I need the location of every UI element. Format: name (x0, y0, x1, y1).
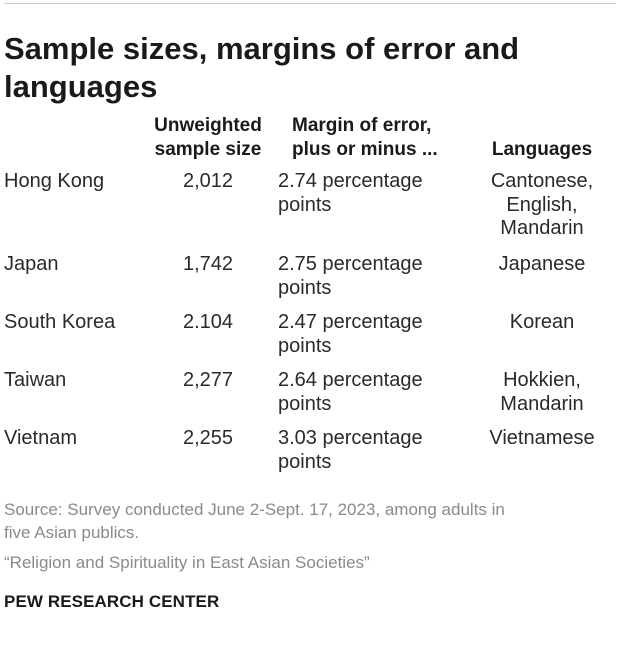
source-line1: Source: Survey conducted June 2-Sept. 17… (4, 500, 505, 519)
row-moe-line1: 2.64 percentage (278, 369, 423, 391)
header-sample-size-line1: Unweighted (154, 115, 262, 136)
row-language: Mandarin (500, 217, 584, 239)
page-title: Sample sizes, margins of error and langu… (4, 31, 520, 104)
row-languages: Korean (472, 311, 612, 335)
row-moe-line1: 3.03 percentage (278, 427, 423, 449)
row-language: Mandarin (500, 392, 584, 415)
source-note: Source: Survey conducted June 2-Sept. 17… (4, 498, 604, 544)
row-sample-size: 2.104 (182, 311, 234, 333)
row-name: Vietnam (4, 427, 78, 449)
row-language: Japanese (498, 253, 586, 275)
table-row: Hong Kong 2,012 2.74 percentage points C… (0, 170, 620, 253)
org-logo-text: PEW RESEARCH CENTER (4, 592, 220, 611)
row-languages: Hokkien, Mandarin (472, 369, 612, 416)
row-languages: Cantonese, English, Mandarin (472, 170, 612, 241)
header-moe-line1: Margin of error, (292, 115, 432, 136)
header-sample-size-line2: sample size (154, 138, 262, 160)
row-margin-of-error: 2.47 percentage points (278, 311, 468, 358)
row-languages: Japanese (472, 253, 612, 277)
table-header-row: Unweighted sample size Margin of error, … (0, 114, 620, 164)
header-languages: Languages (491, 139, 593, 160)
header-moe-line2: plus or minus ... (292, 138, 438, 160)
row-margin-of-error: 2.75 percentage points (278, 253, 468, 300)
row-moe-line1: 2.75 percentage (278, 253, 423, 275)
report-title: “Religion and Spirituality in East Asian… (4, 553, 370, 572)
table-row: Japan 1,742 2.75 percentage points Japan… (0, 253, 620, 311)
row-moe-line2: points (278, 334, 332, 357)
top-divider (4, 3, 616, 4)
row-name: South Korea (4, 311, 116, 333)
row-margin-of-error: 2.64 percentage points (278, 369, 468, 416)
row-moe-line2: points (278, 276, 332, 299)
header-margin-of-error: Margin of error, plus or minus ... (292, 114, 472, 161)
row-moe-line2: points (278, 392, 332, 415)
row-moe-line2: points (278, 193, 332, 216)
row-moe-line1: 2.74 percentage (278, 170, 423, 192)
table-row: Vietnam 2,255 3.03 percentage points Vie… (0, 427, 620, 485)
row-languages: Vietnamese (472, 427, 612, 451)
row-language: English, (506, 193, 578, 216)
row-language: Vietnamese (489, 427, 595, 449)
sample-table: Unweighted sample size Margin of error, … (0, 114, 620, 485)
row-sample-size: 2,012 (182, 170, 234, 192)
row-sample-size: 2,255 (182, 427, 234, 449)
row-moe-line2: points (278, 450, 332, 473)
row-language: Cantonese, (490, 170, 594, 192)
row-margin-of-error: 3.03 percentage points (278, 427, 468, 474)
row-language: Hokkien, (503, 369, 581, 391)
row-name: Japan (4, 253, 59, 275)
row-sample-size: 2,277 (182, 369, 234, 391)
header-sample-size: Unweighted sample size (144, 114, 272, 161)
source-line2: five Asian publics. (4, 523, 140, 542)
table-row: Taiwan 2,277 2.64 percentage points Hokk… (0, 369, 620, 427)
row-margin-of-error: 2.74 percentage points (278, 170, 468, 217)
row-language: Korean (509, 311, 575, 333)
row-moe-line1: 2.47 percentage (278, 311, 423, 333)
table-row: South Korea 2.104 2.47 percentage points… (0, 311, 620, 369)
row-name: Taiwan (4, 369, 67, 391)
row-sample-size: 1,742 (182, 253, 234, 275)
row-name: Hong Kong (4, 170, 105, 192)
